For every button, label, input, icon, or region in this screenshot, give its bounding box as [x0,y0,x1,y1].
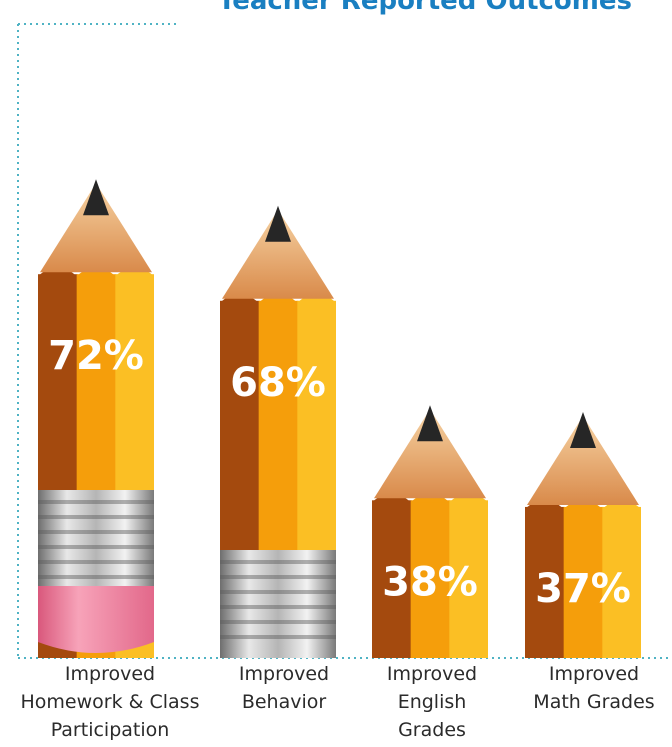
pencil-ferrule [38,490,154,586]
pencil-bar: 37% [525,411,641,658]
pencil-wood-tip [374,409,486,499]
value-label: 37% [535,566,631,612]
pencil-eraser [38,586,154,653]
pencil-wood-tip [222,209,334,299]
pencil-graphite-tip [83,179,109,216]
chart-title: Teacher Reported Outcomes [217,0,632,16]
category-label: Improved Homework & Class Participation [20,663,200,741]
pencil-ferrule [220,550,336,658]
pencil-wood-tip [40,183,152,273]
pencil-wood-tip [527,415,639,505]
value-label: 72% [48,333,144,379]
pencil-graphite-tip [265,205,291,242]
category-label: Improved English Grades [386,663,478,741]
value-label: 68% [230,360,326,406]
pencil-bar: 38% [372,405,488,658]
pencil-bar: 68% [220,205,336,658]
category-label: Improved Math Grades [533,663,655,713]
value-label: 38% [382,559,478,605]
pencil-bar: 72% [38,179,154,658]
pencil-graphite-tip [570,411,596,448]
category-label: Improved Behavior [238,663,330,713]
pencil-graphite-tip [417,405,443,442]
